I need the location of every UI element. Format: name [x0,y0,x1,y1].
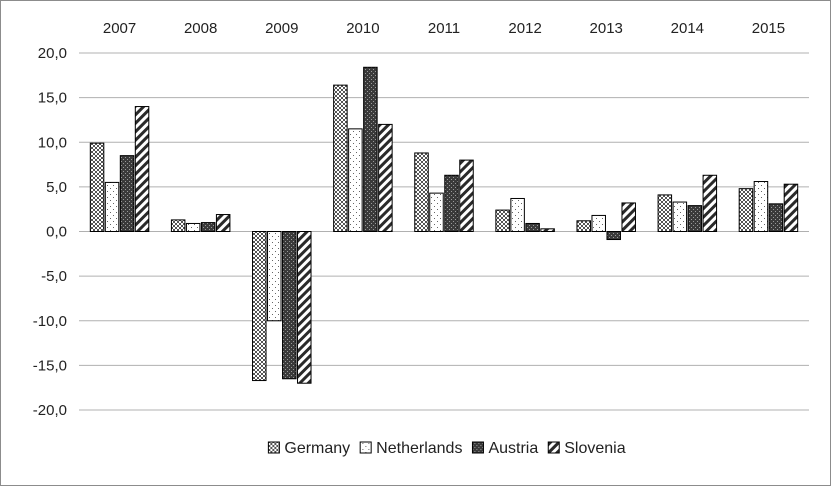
bar-germany-2010 [333,84,348,232]
legend-label: Slovenia [564,440,625,457]
bar-slovenia-2009 [297,231,312,384]
bars [89,66,799,384]
bar-austria-2007 [119,155,135,232]
bar-germany-2013 [576,220,591,232]
bar-germany-2007 [89,142,105,232]
y-tick-label: 0,0 [46,224,67,241]
x-tick-label: 2009 [265,20,298,37]
bar-germany-2011 [414,152,429,233]
gridlines [79,52,809,411]
bar-austria-2015 [768,203,784,233]
x-tick-label: 2010 [346,20,379,37]
bar-slovenia-2015 [783,183,799,232]
x-tick-label: 2013 [590,20,623,37]
bar-austria-2014 [687,205,703,232]
legend-label: Austria [488,440,538,457]
bar-netherlands-2015 [753,181,769,233]
bar-slovenia-2013 [621,202,636,233]
bar-austria-2013 [606,231,621,241]
legend-label: Netherlands [376,440,462,457]
bar-germany-2009 [252,231,267,382]
bar-slovenia-2008 [215,214,231,232]
bar-netherlands-2013 [591,214,606,232]
legend-swatch [547,441,560,454]
legend-swatch [471,441,484,454]
bar-netherlands-2011 [429,192,444,232]
legend-label: Germany [284,440,350,457]
x-tick-label: 2014 [671,20,704,37]
y-tick-label: 5,0 [46,179,67,196]
bar-austria-2008 [200,222,216,232]
x-tick-label: 2011 [428,20,460,37]
bar-germany-2015 [738,188,754,233]
bar-austria-2011 [444,174,459,233]
bar-germany-2014 [657,194,673,232]
y-tick-label: -15,0 [33,357,67,374]
legend-swatch [267,441,280,454]
legend: Germany Netherlands Austria Slovenia [267,440,626,457]
x-axis: 2007 2008 2009 2010 2011 2012 2013 2014 2015 [103,20,785,37]
y-tick-label: -10,0 [33,313,67,330]
x-tick-label: 2012 [508,20,541,37]
bar-slovenia-2007 [134,106,150,232]
y-tick-label: 20,0 [38,45,67,62]
legend-swatch [359,441,372,454]
bar-netherlands-2012 [510,197,525,232]
legend-item-austria: Austria [471,440,538,457]
bar-slovenia-2014 [702,174,718,233]
y-tick-label: 15,0 [38,90,67,107]
bar-slovenia-2012 [540,228,555,232]
bar-austria-2009 [282,231,297,380]
bar-netherlands-2010 [348,128,363,232]
bar-netherlands-2009 [267,231,282,322]
bar-slovenia-2010 [378,123,393,232]
bar-germany-2008 [170,219,186,233]
bar-netherlands-2014 [672,201,688,232]
y-tick-label: -20,0 [33,402,67,419]
legend-item-germany: Germany [267,440,350,457]
bar-germany-2012 [495,209,510,233]
bar-austria-2010 [363,66,378,232]
legend-item-slovenia: Slovenia [547,440,626,457]
bar-slovenia-2011 [459,159,474,233]
y-tick-label: 10,0 [38,134,67,151]
y-tick-label: -5,0 [41,268,67,285]
x-tick-label: 2008 [184,20,217,37]
bar-netherlands-2008 [185,222,201,232]
bar-netherlands-2007 [104,181,120,233]
x-tick-label: 2015 [752,20,785,37]
y-axis: 20,0 15,0 10,0 5,0 0,0 -5,0 -10,0 -15,0 -20,0 [33,45,67,419]
x-tick-label: 2007 [103,20,136,37]
bar-austria-2012 [525,222,540,232]
legend-item-netherlands: Netherlands [359,440,462,457]
